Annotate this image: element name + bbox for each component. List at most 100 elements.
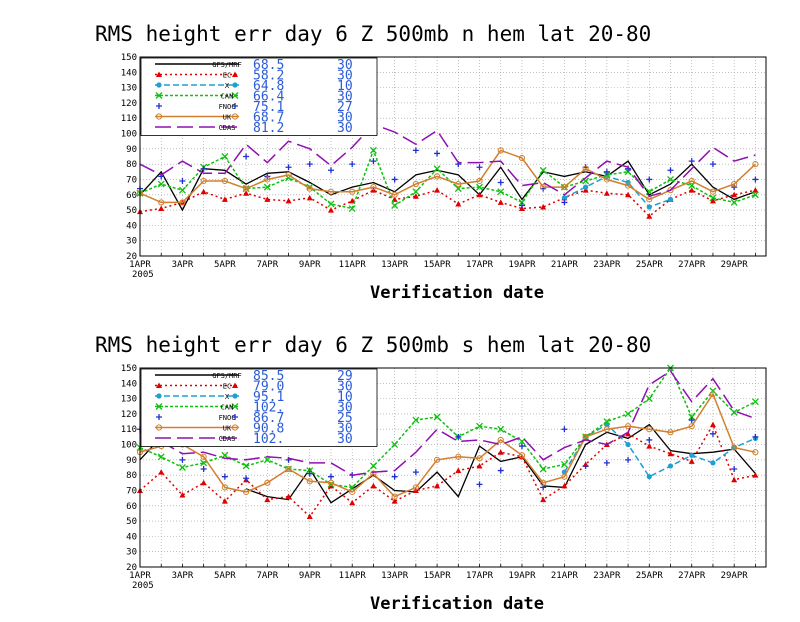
y-tick-label: 40 [126, 221, 137, 231]
data-point [327, 188, 335, 195]
x-tick-label: 27APR [678, 260, 706, 270]
y-tick-label: 90 [126, 456, 137, 466]
data-point [625, 430, 632, 437]
x-tick-year-label: 2005 [132, 581, 154, 591]
data-point [560, 460, 568, 468]
data-point [412, 180, 419, 188]
x-tick-label: 11APR [339, 260, 367, 270]
data-point [624, 423, 632, 430]
series-layer [136, 123, 759, 219]
y-tick-label: 30 [126, 237, 137, 247]
y-tick-label: 150 [121, 53, 137, 63]
data-point [561, 426, 568, 433]
x-tick-label: 19APR [508, 260, 536, 270]
data-point [646, 213, 653, 219]
legend-marker [232, 103, 238, 109]
legend-label: CDAS [219, 435, 236, 443]
legend-item: FNOC 75.1 27 [156, 100, 353, 115]
x-tick-label: 13APR [381, 571, 409, 581]
data-point [603, 171, 611, 179]
data-point [751, 191, 759, 199]
legend-label: CAN [221, 404, 234, 412]
data-point [391, 191, 398, 198]
y-tick-label: 60 [126, 191, 137, 201]
y-tick-label: 80 [126, 160, 137, 170]
series-line [139, 160, 756, 212]
data-point [709, 430, 716, 437]
data-point [349, 188, 356, 195]
chart-title: RMS height err day 6 Z 500mb n hem lat 2… [95, 22, 651, 46]
series-line [139, 370, 756, 476]
data-point [327, 473, 334, 480]
data-point [518, 443, 525, 450]
x-axis-ticks: 1APR 3APR 5APR 7APR 9APR 11APR 13APR 15APR 17APR… [129, 253, 756, 280]
legend-marker [232, 393, 238, 399]
data-point [710, 460, 716, 466]
data-point [200, 188, 207, 195]
data-point [540, 479, 547, 486]
data-point [157, 453, 165, 461]
data-point [243, 185, 250, 192]
data-point [497, 425, 505, 433]
legend-label: X [225, 82, 230, 90]
data-point [497, 436, 504, 444]
legend-label: GFS/MRF [212, 61, 242, 69]
data-point [412, 484, 419, 491]
data-point [455, 467, 462, 474]
y-tick-label: 60 [126, 502, 137, 512]
series-cdas [139, 370, 756, 476]
data-point [179, 492, 186, 498]
data-point [646, 474, 652, 480]
data-point [497, 188, 505, 196]
data-point [476, 164, 483, 171]
y-tick-label: 140 [121, 379, 137, 389]
legend-item: GFS/MRF 85.5 29 [155, 369, 353, 384]
data-point [709, 188, 717, 195]
data-point [561, 473, 568, 480]
legend-stat-mean: 90.8 [253, 422, 284, 437]
data-point [476, 177, 483, 185]
plot-frame [139, 367, 767, 568]
legend-marker [156, 393, 162, 399]
x-tick-label: 29APR [721, 260, 749, 270]
data-point [369, 146, 377, 154]
data-point [391, 441, 399, 448]
legend-stat-count: 30 [337, 432, 353, 447]
data-point [497, 467, 504, 474]
data-point [476, 481, 483, 488]
data-point [263, 456, 271, 464]
data-point [158, 199, 165, 206]
data-point [412, 147, 419, 154]
data-point [285, 164, 292, 171]
data-point [752, 433, 759, 440]
x-tick-label: 9APR [299, 260, 321, 270]
data-point [434, 150, 441, 157]
data-point [349, 197, 356, 204]
legend-stat-count: 10 [337, 390, 353, 405]
series-line [139, 392, 756, 498]
data-point [730, 408, 738, 416]
x-tick-label: 15APR [424, 260, 452, 270]
x-tick-label: 21APR [551, 571, 579, 581]
legend-item: CDAS 81.2 30 [155, 121, 353, 136]
x-tick-label: 23APR [593, 260, 621, 270]
x-tick-label: 23APR [593, 571, 621, 581]
data-point [646, 436, 653, 443]
data-point [455, 200, 462, 207]
x-tick-label: 1APR [129, 260, 151, 270]
x-tick-label: 3APR [172, 260, 194, 270]
data-point [243, 488, 250, 496]
data-point [221, 177, 228, 185]
x-axis-label: Verification date [370, 594, 544, 614]
legend-item: EC 79.0 30 [155, 380, 353, 395]
series-fnoc [137, 147, 759, 209]
legend-stat-mean: 85.5 [253, 369, 284, 384]
y-tick-label: 110 [121, 114, 137, 124]
legend-stat-mean: 102. [253, 401, 284, 416]
data-point [731, 466, 738, 473]
data-point [582, 462, 589, 469]
series-ec [137, 421, 759, 519]
legend-label: UK [223, 425, 232, 433]
series-line [563, 423, 756, 478]
